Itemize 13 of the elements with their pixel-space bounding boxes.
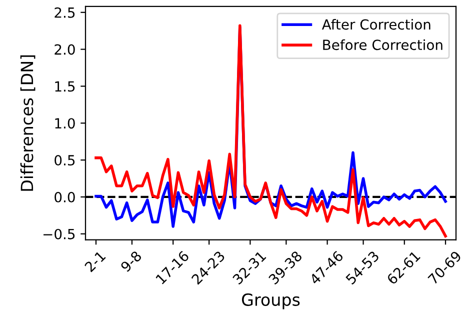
y-tick-label: 1.5 bbox=[55, 81, 75, 92]
y-tick-label: 2.5 bbox=[54, 7, 75, 18]
legend-label: Before Correction bbox=[323, 39, 442, 50]
x-tick-label: 9-8 bbox=[120, 250, 142, 273]
x-tick-label: 2-1 bbox=[84, 250, 106, 272]
x-axis-title: Groups bbox=[242, 293, 300, 310]
y-tick-label: 0.0 bbox=[54, 192, 75, 202]
y-tick-label: −0.5 bbox=[44, 228, 75, 240]
y-axis-title: Differences [DN] bbox=[20, 55, 36, 191]
legend-label: After Correction bbox=[322, 18, 430, 30]
y-tick-label: 0.5 bbox=[54, 155, 75, 166]
y-tick-label: 1.0 bbox=[55, 118, 75, 129]
y-tick-label: 2.0 bbox=[54, 44, 75, 55]
